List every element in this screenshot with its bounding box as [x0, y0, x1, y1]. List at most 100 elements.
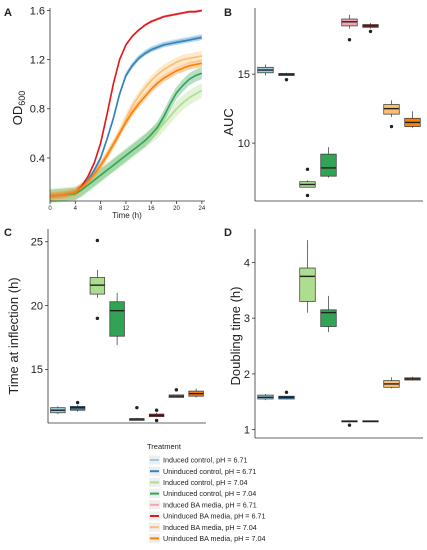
legend-title: Treatment	[147, 442, 182, 451]
panel-c-boxes	[50, 238, 204, 423]
outlier-point	[95, 238, 100, 243]
outlier-point	[284, 390, 289, 394]
panel-a-y-tick-label: 0.4	[30, 153, 45, 165]
panel-d-y-tick-label: 1	[244, 424, 250, 436]
series-line-3	[49, 72, 203, 197]
panel-c-box-2	[89, 238, 106, 321]
panel-c-box-7	[188, 388, 204, 398]
box-iqr	[109, 301, 125, 337]
panel-d-box-4	[341, 420, 358, 427]
outlier-point	[95, 316, 100, 321]
legend: Treatment Induced control, pH = 6.71 Unin…	[147, 442, 266, 543]
panel-c-box-4	[129, 405, 145, 421]
panel-c-y-axis-title: Time at inflection (h)	[6, 277, 21, 394]
panel-a-x-tick-label: 12	[123, 206, 130, 212]
panel-d-y-axis-title: Doubling time (h)	[228, 287, 243, 386]
legend-item-5: Uninduced BA media, pH = 6.71	[149, 511, 266, 521]
panel-d-box-6	[383, 377, 400, 389]
legend-label: Induced BA media, pH = 6.71	[163, 500, 257, 509]
panel-d-boxes	[257, 240, 421, 427]
panel-b-y-tick-label: 15	[238, 69, 250, 81]
panel-d: 1 2 3 4 Doubling time (h)	[228, 229, 423, 439]
outlier-point	[305, 167, 310, 171]
legend-item-0: Induced control, pH = 6.71	[149, 455, 248, 465]
panel-d-y-tick-label: 4	[244, 257, 250, 269]
series-line-2	[49, 89, 203, 197]
panel-a-x-tick-label: 16	[148, 206, 155, 212]
panel-b-box-1	[278, 72, 295, 82]
outlier-point	[368, 29, 373, 34]
legend-label: Induced control, pH = 7.04	[163, 478, 248, 487]
panel-d-box-7	[404, 376, 421, 381]
series-band-7	[50, 59, 202, 200]
legend-item-4: Induced BA media, pH = 6.71	[149, 500, 257, 509]
legend-items: Induced control, pH = 6.71 Uninduced cont…	[149, 455, 266, 543]
legend-item-7: Uninduced BA media, pH = 7.04	[149, 533, 266, 543]
panel-d-letter: D	[224, 227, 232, 239]
panel-a-x-tick-label: 0	[48, 206, 52, 212]
panel-d-box-2	[299, 240, 316, 313]
panel-d-box-5	[362, 420, 379, 423]
panel-a-bands	[50, 9, 202, 204]
outlier-point	[135, 405, 139, 410]
panel-a-y-tick-label: 1.2	[30, 54, 45, 66]
outlier-point	[305, 193, 310, 198]
series-line-7	[49, 62, 202, 197]
outlier-point	[154, 418, 159, 423]
panel-c-letter: C	[4, 227, 12, 239]
panel-c: 15 20 25 Time at inflection (h)	[6, 229, 206, 424]
panel-a-x-tick-label: 24	[198, 206, 205, 212]
panel-b-y-axis-title: AUC	[221, 108, 236, 135]
panel-b-letter: B	[224, 7, 232, 19]
legend-label: Induced control, pH = 6.71	[163, 456, 248, 465]
panel-a-y-tick-label: 1.6	[30, 5, 45, 17]
panel-b-boxes	[257, 14, 421, 198]
legend-label: Uninduced BA media, pH = 7.04	[163, 534, 266, 543]
panel-a-letter: A	[4, 7, 12, 19]
panel-b-box-4	[341, 14, 358, 42]
legend-item-6: Induced BA media, pH = 7.04	[149, 522, 257, 532]
panel-b-box-5	[362, 23, 379, 34]
panel-c-box-5	[148, 408, 165, 423]
panel-c-axes: 15 20 25	[31, 229, 206, 424]
legend-label: Uninduced control, pH = 6.71	[163, 467, 256, 476]
panel-d-box-1	[278, 390, 295, 400]
outlier-point	[284, 77, 289, 82]
panel-d-box-3	[320, 295, 337, 333]
series-band-3	[50, 67, 202, 203]
outlier-point	[75, 400, 80, 405]
panel-b-box-0	[257, 64, 274, 76]
panel-a-axes: 0.4 0.8 1.2 1.6 0 4 8 12 16 20 24	[30, 5, 206, 212]
panel-b: 10 15 AUC	[221, 8, 423, 202]
legend-item-2: Induced control, pH = 7.04	[149, 477, 248, 487]
legend-label: Induced BA media, pH = 7.04	[163, 523, 257, 532]
panel-a-lines	[49, 9, 203, 197]
panel-b-box-7	[404, 111, 421, 128]
panel-d-box-0	[257, 393, 274, 401]
outlier-point	[389, 124, 394, 129]
panel-b-axes: 10 15	[238, 8, 423, 202]
panel-b-y-tick-label: 10	[238, 138, 250, 150]
panel-b-box-2	[299, 167, 316, 198]
outlier-point	[347, 38, 352, 42]
panel-c-box-6	[168, 388, 185, 398]
panel-d-y-tick-label: 2	[244, 369, 250, 381]
outlier-point	[174, 388, 179, 392]
panel-b-box-3	[320, 147, 337, 178]
panel-b-box-6	[383, 100, 400, 129]
panel-d-y-tick-label: 3	[244, 313, 250, 325]
panel-a: 0.4 0.8 1.2 1.6 0 4 8 12 16 20 24 Time (h) OD600	[10, 5, 206, 220]
panel-a-x-axis-title: Time (h)	[112, 211, 142, 220]
legend-label: Uninduced control, pH = 7.04	[163, 489, 256, 498]
series-line-5	[49, 9, 202, 197]
panel-c-y-tick-label: 25	[31, 237, 43, 249]
panel-c-y-tick-label: 20	[31, 300, 43, 312]
legend-item-3: Uninduced control, pH = 7.04	[149, 489, 256, 498]
outlier-point	[154, 408, 159, 412]
panel-a-x-tick-label: 8	[99, 206, 103, 212]
box-iqr	[320, 309, 337, 327]
series-band-2	[50, 83, 202, 204]
panel-c-box-3	[109, 292, 125, 346]
box-iqr	[299, 267, 316, 302]
